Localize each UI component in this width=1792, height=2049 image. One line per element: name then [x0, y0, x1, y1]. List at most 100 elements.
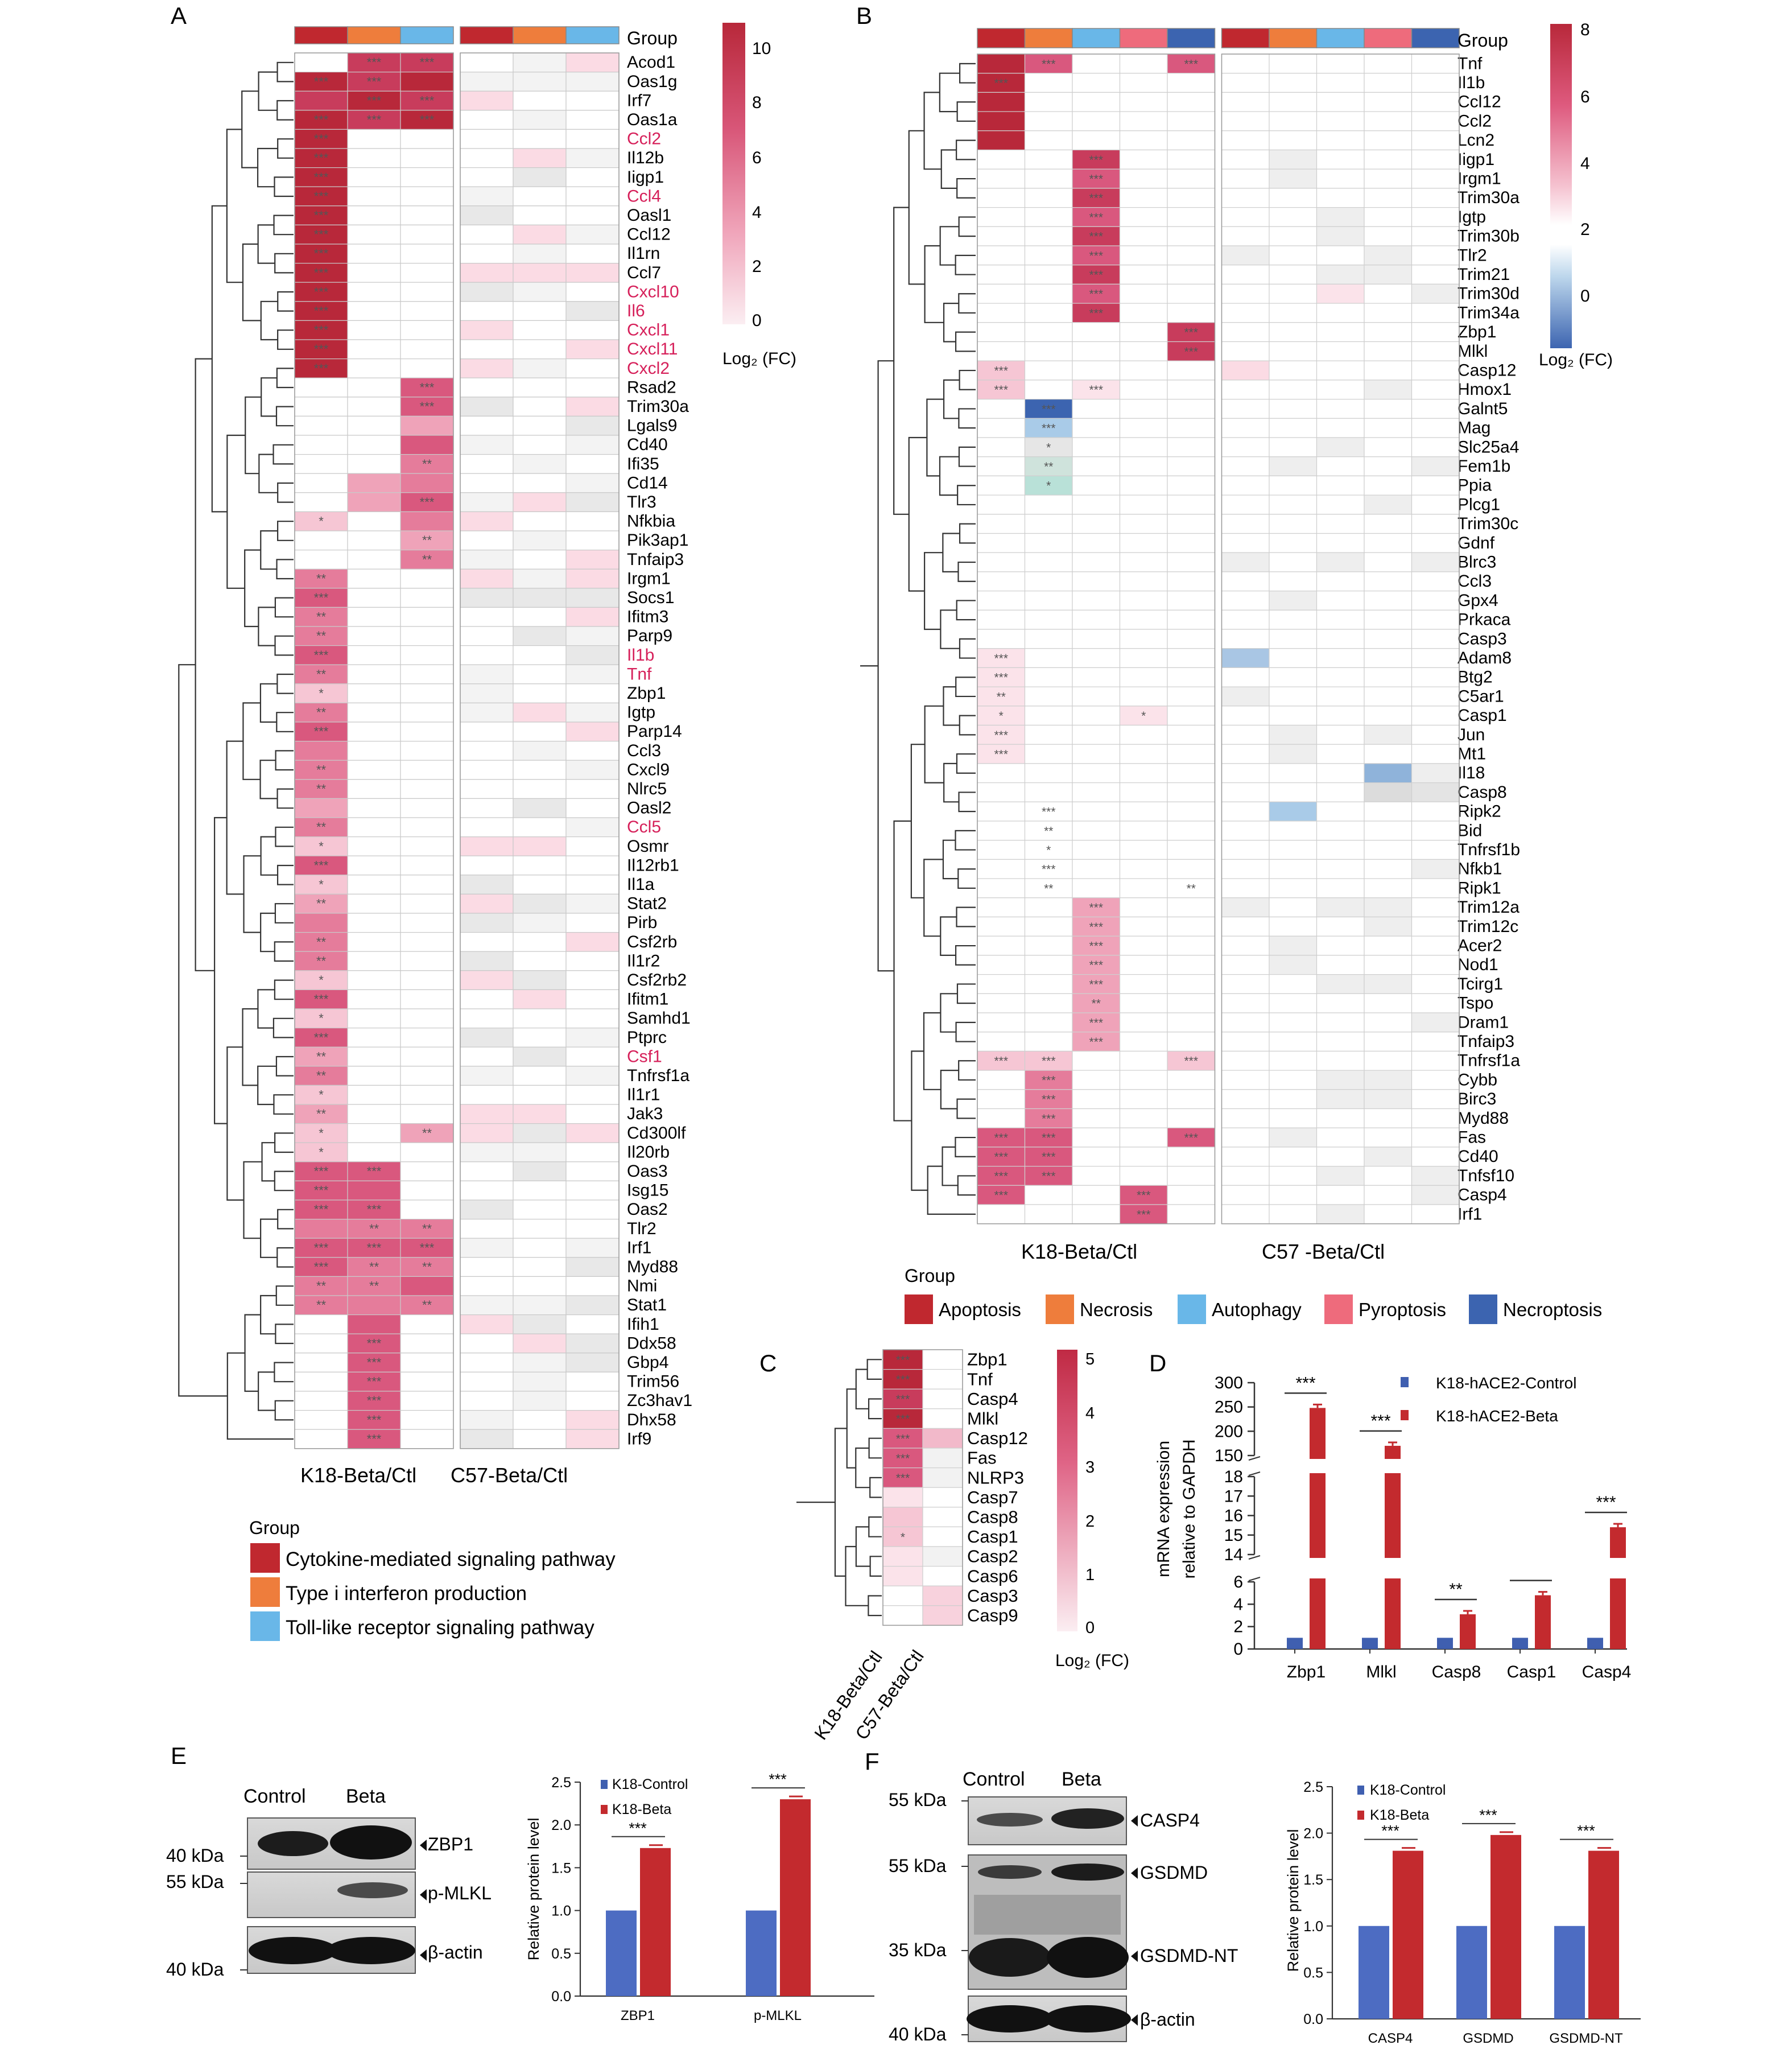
panel-b-xlabel: K18-Beta/Ctl [1021, 1240, 1137, 1263]
heatmap-cell [1269, 283, 1318, 304]
heatmap-cell [1024, 955, 1073, 975]
heatmap-cell [1221, 840, 1270, 860]
heatmap-cell [1221, 571, 1270, 592]
heatmap-cell [460, 492, 514, 512]
heatmap-cell [460, 588, 514, 608]
heatmap-cell [1364, 188, 1413, 208]
legend-swatch [250, 1543, 280, 1573]
heatmap-cell [1024, 303, 1073, 323]
heatmap-cell [1221, 341, 1270, 361]
dendrogram-branch [943, 303, 959, 343]
heatmap-cell [1411, 763, 1460, 784]
gene-label: Ccl12 [1457, 93, 1501, 112]
dendrogram-branch [958, 446, 976, 467]
heatmap-cell [922, 1605, 963, 1626]
heatmap-cell [1411, 974, 1460, 994]
heatmap-cell [1364, 859, 1413, 879]
panel-e-ylabel: Relative protein level [525, 1818, 542, 1961]
heatmap-cell [1024, 265, 1073, 285]
heatmap-block-border [294, 52, 454, 1449]
heatmap-cell [922, 1526, 963, 1547]
gene-label: Ccl12 [627, 225, 671, 244]
bar-control [1512, 1638, 1528, 1649]
gene-label: Cxcl11 [627, 340, 678, 358]
heatmap-cell [1072, 456, 1121, 477]
gene-label: Tnf [1457, 54, 1483, 73]
group-bar-cell [513, 26, 567, 44]
gene-label: Casp12 [967, 1428, 1028, 1448]
heatmap-cell [513, 970, 567, 991]
dendrogram-branch [939, 226, 959, 266]
heatmap-cell [1316, 456, 1365, 477]
heatmap-cell [1364, 111, 1413, 131]
gene-label: Zbp1 [967, 1350, 1008, 1370]
band-arrow [420, 1949, 427, 1961]
heatmap-cell [400, 339, 454, 360]
dendrogram-branch [923, 859, 943, 937]
band-arrow [420, 1889, 427, 1900]
heatmap-cell [977, 92, 1026, 112]
gene-label: Jun [1457, 725, 1485, 744]
heatmap-cell [1364, 897, 1413, 918]
heatmap-cell [1411, 744, 1460, 764]
significance-mark: *** [1089, 288, 1103, 301]
heatmap-cell [1364, 935, 1413, 956]
heatmap-cell [1167, 571, 1216, 592]
dendrogram-branch [274, 597, 294, 618]
heatmap-cell [977, 322, 1026, 343]
heatmap-cell [400, 989, 454, 1009]
heatmap-cell [1411, 418, 1460, 438]
y-tick-label: 1.5 [1303, 1872, 1323, 1888]
significance-mark: ** [316, 897, 327, 911]
heatmap-cell [1364, 207, 1413, 227]
heatmap-cell [1316, 821, 1365, 841]
gene-label: Ccl7 [627, 263, 661, 282]
significance-mark: *** [994, 77, 1008, 90]
gene-label: Slc25a4 [1457, 438, 1519, 456]
heatmap-cell [1269, 456, 1318, 477]
heatmap-cell [565, 798, 620, 818]
panel-d-bar-chart: 30025020015018171615146420Zbp1***Mlkl***… [1215, 1374, 1644, 1681]
panel-b-legend: Apoptosis Necrosis Autophagy Pyroptosis Necr… [905, 1294, 1602, 1324]
significance-mark: *** [367, 55, 382, 69]
heatmap-cell [1167, 418, 1216, 438]
heatmap-cell [513, 358, 567, 378]
dendrogram-branch [274, 1170, 294, 1192]
significance-mark: *** [314, 1202, 329, 1217]
dendrogram-branch [276, 61, 294, 83]
dendrogram-branch [956, 983, 976, 1004]
significance-mark: *** [1089, 939, 1103, 953]
heatmap-cell [294, 1353, 348, 1373]
heatmap-cell [460, 855, 514, 876]
bar-beta [1490, 1834, 1521, 2019]
heatmap-cell [882, 1388, 923, 1409]
heatmap-cell [400, 1295, 454, 1316]
dendrogram-branch [955, 254, 976, 275]
heatmap-cell [460, 1161, 514, 1182]
heatmap-cell [1364, 609, 1413, 630]
heatmap-cell [513, 90, 567, 111]
heatmap-cell [1119, 322, 1168, 343]
heatmap-cell [1119, 456, 1168, 477]
heatmap-cell [1316, 801, 1365, 822]
heatmap-cell [1119, 993, 1168, 1013]
heatmap-cell [1072, 552, 1121, 572]
heatmap-cell [1411, 629, 1460, 649]
dendrogram-branch [259, 683, 278, 723]
heatmap-cell [1221, 207, 1270, 227]
heatmap-cell [400, 90, 454, 111]
heatmap-cell [1072, 1147, 1121, 1167]
significance-mark: *** [1042, 403, 1056, 416]
heatmap-cell [1411, 993, 1460, 1013]
gene-label: Bid [1457, 821, 1482, 840]
heatmap-cell [347, 224, 401, 245]
heatmap-cell [977, 590, 1026, 611]
gene-label: Tcirg1 [1457, 975, 1503, 993]
heatmap-cell [1221, 1108, 1270, 1128]
heatmap-cell [1316, 667, 1365, 687]
heatmap-cell [400, 760, 454, 780]
panel-a-cbar-tick: 4 [752, 203, 762, 222]
heatmap-cell [977, 859, 1026, 879]
heatmap-cell [400, 549, 454, 570]
panel-e-legend: K18-Control K18-Beta [601, 1776, 688, 1817]
